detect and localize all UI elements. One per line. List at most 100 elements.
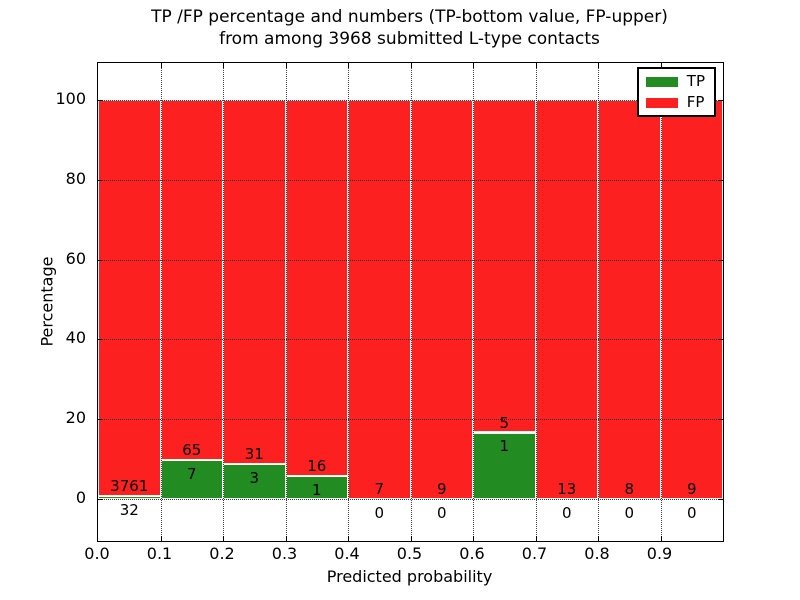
fp-count-label: 9	[436, 480, 447, 499]
fp-count-label: 5	[499, 413, 510, 432]
x-tick-label: 0.4	[334, 544, 360, 563]
vertical-gridline	[535, 63, 537, 541]
x-tick-mark	[410, 63, 412, 68]
x-tick-mark	[348, 536, 349, 541]
tp-count-label: 0	[374, 503, 385, 522]
legend-label-tp: TP	[686, 72, 705, 90]
x-tick-mark	[660, 536, 662, 541]
x-tick-mark	[473, 63, 474, 68]
y-tick-label: 60	[65, 248, 86, 268]
fp-bar-segment	[160, 100, 223, 461]
tp-count-label: 32	[119, 500, 139, 519]
y-tick-mark	[718, 259, 723, 261]
y-tick-label: 20	[65, 408, 86, 428]
fp-count-label: 3761	[110, 476, 149, 495]
x-tick-label: 0.7	[521, 544, 548, 563]
x-tick-mark	[160, 63, 162, 68]
x-tick-label: 0.3	[271, 544, 298, 563]
tp-count-label: 3	[249, 468, 260, 487]
horizontal-gridline	[98, 259, 723, 261]
fp-bar-segment	[98, 100, 161, 496]
fp-count-label: 16	[307, 456, 327, 475]
plot-area: TP FP 3761 32 65 7 31 3 16 1 7 0 9 0 5 1 13 0 8 0 9 0	[97, 62, 724, 542]
fp-count-label: 7	[374, 480, 385, 499]
x-tick-mark	[223, 63, 224, 68]
fp-bar-segment	[598, 100, 661, 499]
y-tick-mark	[98, 100, 103, 101]
y-tick-mark	[98, 179, 103, 181]
y-tick-mark	[718, 179, 723, 181]
y-tick-mark	[98, 339, 103, 341]
x-tick-mark	[160, 536, 162, 541]
y-tick-label: 0	[75, 488, 86, 507]
x-tick-mark	[535, 536, 537, 541]
tp-count-label: 7	[186, 465, 197, 484]
x-tick-mark	[535, 63, 537, 68]
x-tick-mark	[660, 63, 662, 68]
horizontal-gridline	[98, 100, 723, 101]
chart-title-line1: TP /FP percentage and numbers (TP-bottom…	[151, 7, 668, 27]
y-tick-mark	[98, 259, 103, 261]
x-tick-label: 0.1	[146, 544, 173, 563]
x-tick-mark	[348, 63, 349, 68]
legend-label-fp: FP	[686, 93, 705, 111]
x-tick-label: 0.8	[584, 544, 610, 563]
y-tick-mark	[98, 419, 103, 421]
vertical-gridline	[160, 63, 162, 541]
tp-count-label: 0	[624, 503, 635, 522]
x-tick-mark	[410, 536, 412, 541]
legend-entry-tp: TP	[645, 72, 705, 90]
chart-title: TP /FP percentage and numbers (TP-bottom…	[97, 6, 722, 50]
vertical-gridline	[348, 63, 349, 541]
fp-count-label: 9	[686, 480, 697, 499]
horizontal-gridline	[98, 179, 723, 181]
y-tick-mark	[718, 100, 723, 101]
fp-bar-segment	[535, 100, 598, 499]
vertical-gridline	[660, 63, 662, 541]
y-axis-label: Percentage	[37, 256, 57, 347]
fp-bar-segment	[285, 100, 348, 476]
fp-bar-segment	[660, 100, 723, 499]
fp-bar-segment	[223, 100, 286, 464]
x-tick-mark	[285, 63, 287, 68]
x-tick-label: 0.9	[646, 544, 673, 563]
x-tick-mark	[473, 536, 474, 541]
x-tick-label: 0.0	[84, 544, 110, 563]
fp-count-label: 65	[182, 441, 202, 460]
fp-bar-segment	[410, 100, 473, 499]
vertical-gridline	[598, 63, 599, 541]
fp-bar-segment	[348, 100, 411, 499]
tp-bar-segment	[98, 495, 161, 499]
vertical-gridline	[223, 63, 224, 541]
fp-count-label: 13	[557, 480, 577, 499]
legend: TP FP	[636, 67, 716, 117]
horizontal-gridline	[98, 419, 723, 421]
x-tick-mark	[598, 63, 599, 68]
fp-swatch-icon	[645, 97, 678, 108]
x-tick-mark	[598, 536, 599, 541]
tp-count-label: 1	[311, 480, 322, 499]
y-tick-mark	[718, 339, 723, 341]
horizontal-gridline	[98, 499, 723, 500]
tp-count-label: 0	[686, 503, 697, 522]
tp-swatch-icon	[645, 76, 678, 87]
vertical-gridline	[473, 63, 474, 541]
y-tick-label: 100	[55, 89, 86, 108]
horizontal-gridline	[98, 339, 723, 341]
vertical-gridline	[285, 63, 287, 541]
y-tick-label: 80	[65, 168, 86, 188]
tp-count-label: 0	[561, 503, 572, 522]
y-tick-label: 40	[65, 328, 86, 348]
fp-bar-segment	[473, 100, 536, 433]
tp-count-label: 1	[499, 437, 510, 456]
y-tick-mark	[718, 419, 723, 421]
fp-count-label: 8	[624, 480, 635, 499]
x-tick-mark	[285, 536, 287, 541]
tp-count-label: 0	[436, 503, 447, 522]
vertical-gridline	[410, 63, 412, 541]
x-tick-label: 0.2	[209, 544, 235, 563]
x-axis-label: Predicted probability	[326, 567, 493, 586]
fp-count-label: 31	[244, 444, 264, 463]
x-tick-mark	[223, 536, 224, 541]
